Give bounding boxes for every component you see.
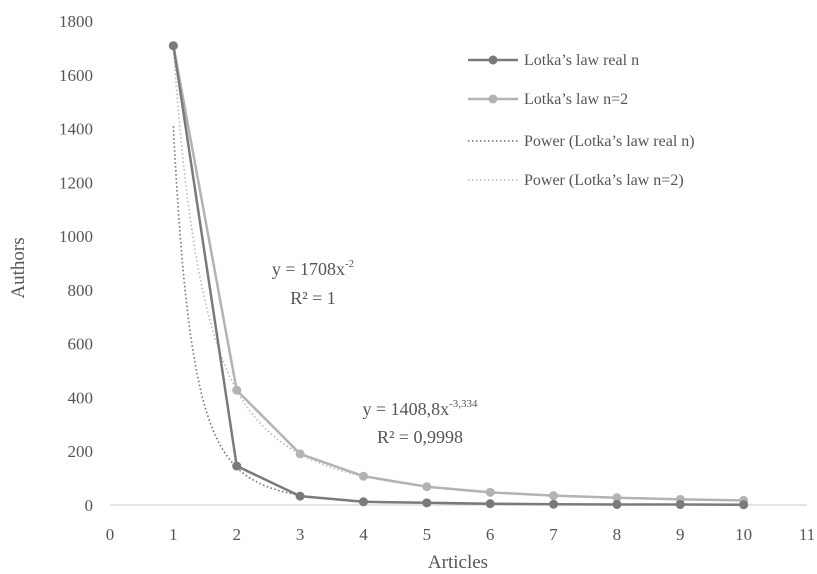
- y-tick-label: 0: [85, 496, 94, 515]
- series-real-n-point: [295, 491, 305, 501]
- x-tick-label: 9: [676, 525, 685, 544]
- x-tick-label: 1: [169, 525, 178, 544]
- trend-equation-n2-formula: y = 1708x-2: [272, 258, 354, 279]
- series-real-n-point: [739, 500, 749, 510]
- series-n2-point: [485, 487, 495, 497]
- series-n2-line: [172, 45, 744, 502]
- y-tick-label: 1600: [59, 66, 93, 85]
- x-tick-label: 10: [735, 525, 752, 544]
- series-n2-point: [612, 493, 622, 503]
- legend-item-n2: Lotka’s law n=2: [468, 91, 628, 108]
- trend-equation-n2: y = 1708x-2 R² = 1: [272, 258, 354, 308]
- x-tick-label: 7: [549, 525, 558, 544]
- series-n2-point: [295, 449, 305, 459]
- trendline-power-real-n: [172, 126, 301, 497]
- legend-item-power-n2: Power (Lotka’s law n=2): [468, 172, 684, 189]
- legend-label-power-real-n: Power (Lotka’s law real n): [524, 133, 695, 150]
- y-tick-label: 600: [68, 335, 94, 354]
- series-real-n-line: [172, 45, 744, 506]
- series-real-n-point: [232, 461, 242, 471]
- x-tick-label: 3: [296, 525, 305, 544]
- series-n2-point: [358, 471, 368, 481]
- series-n2-point: [422, 482, 432, 492]
- plot-series: [168, 41, 749, 510]
- y-tick-label: 1800: [59, 12, 93, 31]
- y-tick-label: 200: [68, 442, 94, 461]
- y-tick-label: 1000: [59, 227, 93, 246]
- series-real-n-point: [549, 499, 559, 509]
- trendline-power-n2: [172, 45, 744, 502]
- y-tick-label: 1400: [59, 120, 93, 139]
- series-real-n-point: [358, 497, 368, 507]
- series-real-n-point: [612, 499, 622, 509]
- y-tick-label: 800: [68, 281, 94, 300]
- trend-equation-n2-r2: R² = 1: [290, 288, 336, 308]
- x-tick-label: 5: [423, 525, 432, 544]
- legend-item-real-n: Lotka’s law real n: [468, 52, 639, 69]
- x-axis-title: Articles: [428, 552, 488, 573]
- trend-equation-real-r2: R² = 0,9998: [377, 427, 463, 447]
- legend-item-power-real-n: Power (Lotka’s law real n): [468, 133, 695, 150]
- series-n2-point: [232, 385, 242, 395]
- y-tick-label: 400: [68, 388, 94, 407]
- y-tick-label: 1200: [59, 173, 93, 192]
- series-real-n-point: [485, 499, 495, 509]
- x-tick-label: 0: [106, 525, 115, 544]
- x-tick-label: 4: [359, 525, 368, 544]
- series-n2-point: [549, 491, 559, 501]
- x-axis-ticks: 0 1 2 3 4 5 6 7 8 9 10 11: [106, 525, 815, 544]
- x-tick-label: 11: [799, 525, 815, 544]
- y-axis-title: Authors: [8, 237, 29, 298]
- y-axis-ticks: 0 200 400 600 800 1000 1200 1400 1600 1800: [59, 12, 93, 515]
- legend-label-n2: Lotka’s law n=2: [524, 91, 628, 108]
- x-tick-label: 6: [486, 525, 495, 544]
- series-real-n-point: [675, 499, 685, 509]
- x-tick-label: 8: [613, 525, 622, 544]
- legend-label-power-n2: Power (Lotka’s law n=2): [524, 172, 684, 189]
- legend: Lotka’s law real n Lotka’s law n=2 Power…: [468, 52, 695, 189]
- series-real-n-point: [422, 498, 432, 508]
- trend-equation-real-formula: y = 1408,8x-3,334: [362, 398, 478, 419]
- legend-label-real-n: Lotka’s law real n: [524, 52, 639, 69]
- x-tick-label: 2: [232, 525, 241, 544]
- series-real-n-point: [168, 41, 178, 51]
- trend-equation-real: y = 1408,8x-3,334 R² = 0,9998: [362, 398, 478, 447]
